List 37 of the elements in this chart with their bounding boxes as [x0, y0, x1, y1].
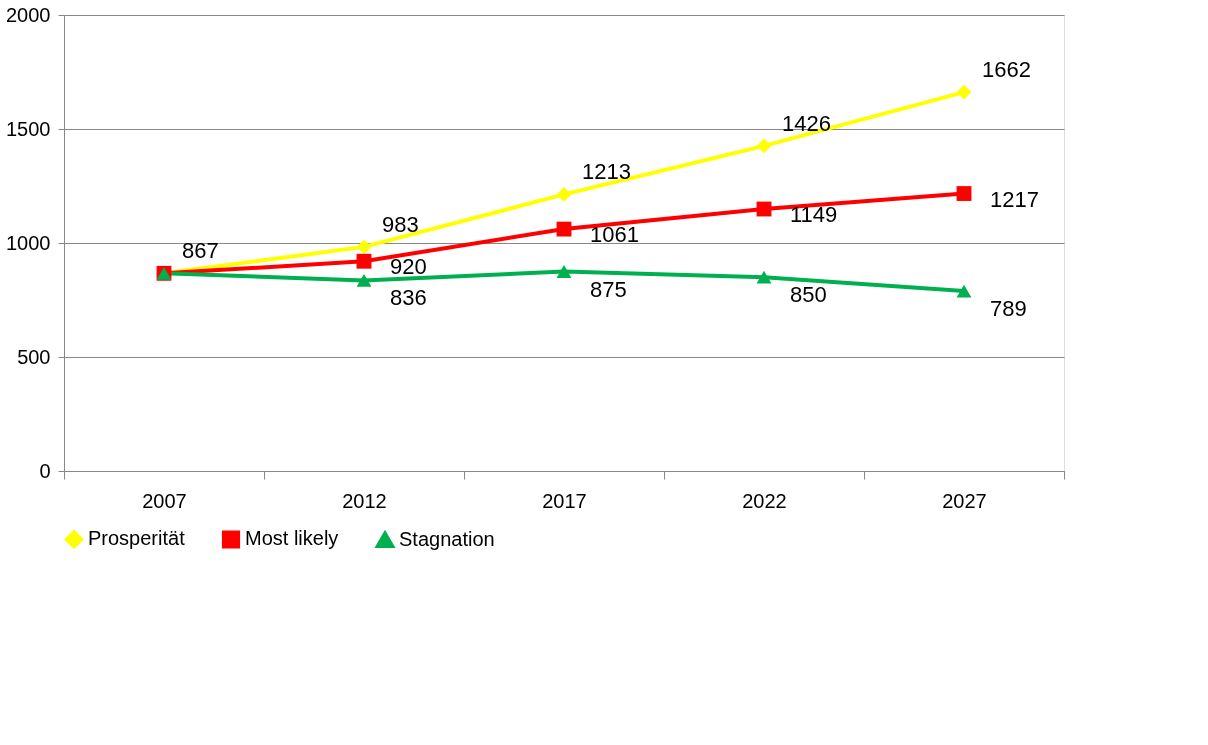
- data-label: 875: [590, 276, 627, 302]
- point: [356, 239, 372, 255]
- data-label: 1217: [990, 186, 1039, 212]
- data-label: 1149: [790, 202, 838, 228]
- y-tick-label: 0: [39, 459, 51, 482]
- y-tick-label: 1000: [6, 231, 51, 254]
- point: [956, 186, 972, 201]
- data-label: 1213: [582, 159, 631, 185]
- point: [756, 138, 772, 154]
- y-tick-label: 2000: [6, 3, 51, 26]
- legend-label: Most likely: [245, 527, 339, 550]
- legend-label: Prosperität: [88, 527, 186, 550]
- x-tick-label: 2027: [942, 489, 987, 512]
- data-label: 983: [382, 211, 419, 237]
- x-tick-label: 2022: [742, 489, 787, 512]
- data-label: 920: [390, 254, 427, 280]
- point: [756, 270, 772, 284]
- data-label: 1426: [782, 110, 831, 136]
- x-tick-label: 2012: [342, 489, 387, 512]
- x-tick-label: 2017: [542, 489, 587, 512]
- data-label: 1662: [982, 57, 1031, 83]
- point: [556, 265, 572, 278]
- data-label: 850: [790, 282, 827, 308]
- legend-label: Stagnation: [399, 527, 495, 550]
- x-tick-label: 2007: [142, 489, 187, 512]
- data-label: 1061: [590, 222, 639, 248]
- point: [956, 84, 972, 100]
- point: [356, 273, 372, 287]
- data-label: 836: [390, 285, 427, 311]
- point: [956, 284, 972, 298]
- y-tick-label: 500: [17, 345, 51, 368]
- point: [556, 187, 572, 202]
- point: [356, 253, 372, 269]
- y-tick-label: 1500: [6, 117, 51, 140]
- point: [556, 221, 572, 237]
- data-label: 867: [182, 238, 219, 264]
- data-label: 789: [990, 296, 1027, 322]
